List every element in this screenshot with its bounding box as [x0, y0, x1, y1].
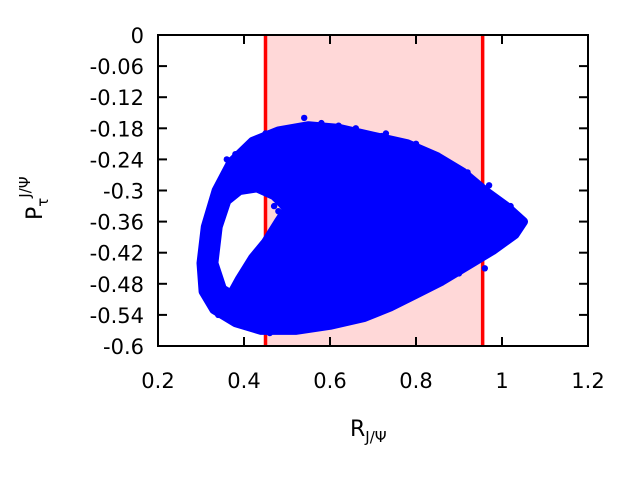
scatter-point [296, 145, 304, 153]
y-tick-label: -0.3 [103, 180, 144, 204]
y-axis-label-main: P [23, 207, 48, 220]
scatter-point [240, 145, 248, 153]
scatter-point [270, 202, 278, 210]
y-tick-label: -0.54 [90, 304, 144, 328]
scatter-point [279, 202, 286, 210]
scatter-point [344, 316, 351, 324]
scatter-point [352, 125, 359, 132]
scatter-point [447, 164, 454, 171]
scatter-point [339, 275, 347, 282]
scatter-point [210, 202, 218, 210]
scatter-point [270, 156, 278, 163]
x-tick-label: 0.8 [399, 369, 432, 393]
y-tick-labels: 0 -0.06 -0.12 -0.18 -0.24 -0.3 -0.36 -0.42 -0.48… [90, 24, 144, 359]
scatter-point [464, 169, 471, 176]
scatter-point [516, 213, 523, 220]
scatter-point-cloud [196, 121, 528, 335]
scatter-point [335, 213, 342, 220]
y-tick-label: -0.48 [90, 273, 144, 297]
scatter-point [412, 140, 420, 147]
scatter-point [215, 311, 222, 319]
scatter-point [473, 218, 480, 225]
scatter-point [361, 254, 368, 262]
y-tick-label: -0.18 [90, 117, 144, 141]
scatter-point [507, 202, 514, 210]
x-axis-label-main: R [350, 417, 365, 442]
y-tick-label: -0.06 [90, 55, 144, 79]
scatter-point [258, 301, 265, 308]
scatter-point [322, 140, 329, 147]
scatter-point [240, 322, 248, 329]
scatter-point [498, 239, 506, 246]
x-tick-label: 0.6 [313, 369, 346, 393]
y-tick-label: -0.12 [90, 86, 144, 110]
scatter-point [313, 265, 321, 272]
scatter-point [292, 192, 299, 199]
x-axis-label-subscript: J/Ψ [364, 428, 386, 446]
scatter-point [202, 234, 209, 241]
scatter-point [335, 122, 342, 129]
y-axis-label: PτJ/Ψ [16, 176, 52, 220]
scatter-point [223, 171, 230, 179]
scatter-point [438, 187, 445, 194]
scatter-point [318, 119, 325, 127]
scatter-point [275, 291, 282, 298]
scatter-point [455, 270, 463, 277]
y-axis-label-subscript: τ [34, 198, 52, 207]
scatter-point [369, 306, 377, 313]
scatter-point [494, 208, 501, 215]
scatter-point [447, 202, 454, 210]
scatter-point [404, 239, 411, 246]
y-tick-label: -0.36 [90, 211, 144, 235]
scatter-point [434, 280, 441, 287]
x-tick-labels: 0.2 0.4 0.6 0.8 1 1.2 [141, 369, 604, 393]
scatter-point [288, 125, 295, 132]
scatter-point [232, 151, 239, 158]
y-tick-label: -0.24 [90, 148, 144, 172]
scatter-point [485, 182, 493, 189]
scatter-point [473, 254, 480, 262]
x-tick-label: 0.4 [227, 369, 260, 393]
scatter-point [301, 114, 308, 122]
scatter-point [309, 324, 316, 332]
y-tick-label: -0.6 [103, 335, 144, 359]
scatter-point [262, 130, 269, 137]
x-tick-label: 0.2 [141, 369, 174, 393]
y-tick-label: -0.42 [90, 242, 144, 266]
scatter-point [520, 218, 527, 225]
scatter-point [202, 291, 209, 298]
scatter-point [421, 285, 428, 293]
scatter-point [253, 145, 261, 153]
scatter-point [292, 311, 299, 319]
scatter-point [408, 176, 415, 184]
scatter-point [275, 208, 282, 215]
scatter-point [511, 228, 519, 236]
scatter-point [391, 270, 398, 277]
scatter-point [223, 156, 230, 163]
x-tick-label: 1 [495, 369, 508, 393]
scatter-point [382, 130, 390, 137]
scatter-point [356, 145, 364, 153]
scatter-point [352, 291, 359, 298]
scatter-point [425, 218, 433, 225]
scatter-points [196, 114, 528, 337]
scatter-point [382, 197, 390, 205]
plot-frame [157, 34, 589, 347]
scatter-point [369, 228, 377, 236]
scatter-point [460, 228, 467, 236]
scatter-point [283, 197, 291, 205]
scatter-point [305, 187, 312, 194]
y-tick-label: 0 [131, 24, 144, 48]
scatter-point [266, 329, 273, 337]
y-axis-label-superscript: J/Ψ [16, 176, 34, 198]
x-axis-label: RJ/Ψ [350, 417, 387, 446]
scatter-point [318, 301, 325, 308]
scatter-point [348, 166, 355, 173]
scatter-point [481, 265, 488, 272]
x-tick-label: 1.2 [571, 369, 604, 393]
scatter-point [197, 265, 205, 272]
scatter-point [326, 176, 334, 184]
scatter-point [477, 182, 484, 189]
